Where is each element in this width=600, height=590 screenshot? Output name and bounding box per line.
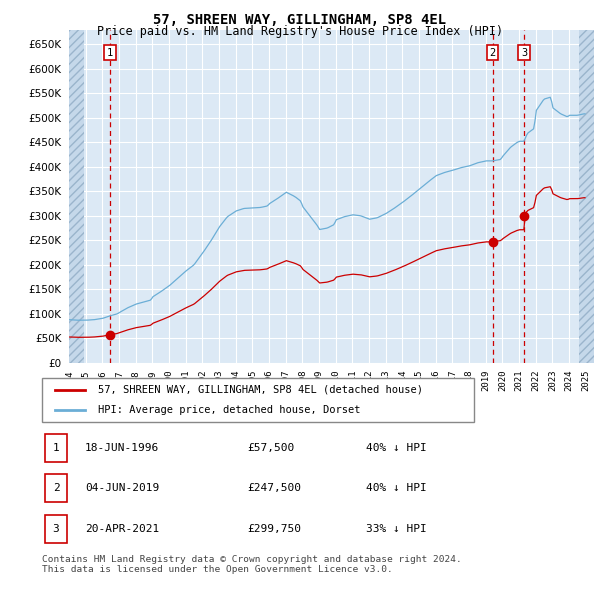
Text: 20-APR-2021: 20-APR-2021 [85,524,160,534]
Text: Contains HM Land Registry data © Crown copyright and database right 2024.
This d: Contains HM Land Registry data © Crown c… [42,555,462,574]
FancyBboxPatch shape [42,378,474,422]
Text: 1: 1 [53,442,59,453]
Text: 40% ↓ HPI: 40% ↓ HPI [366,483,427,493]
Bar [578,30,594,363]
Text: £299,750: £299,750 [247,524,301,534]
Text: 1: 1 [107,48,113,58]
Text: 57, SHREEN WAY, GILLINGHAM, SP8 4EL (detached house): 57, SHREEN WAY, GILLINGHAM, SP8 4EL (det… [98,385,423,395]
Text: HPI: Average price, detached house, Dorset: HPI: Average price, detached house, Dors… [98,405,361,415]
Text: 18-JUN-1996: 18-JUN-1996 [85,442,160,453]
Bar [69,30,85,363]
Text: £57,500: £57,500 [247,442,295,453]
Bar [69,30,85,363]
Text: 04-JUN-2019: 04-JUN-2019 [85,483,160,493]
Text: £247,500: £247,500 [247,483,301,493]
Bar [578,30,594,363]
Text: 3: 3 [521,48,527,58]
Text: 2: 2 [490,48,496,58]
Text: 2: 2 [53,483,59,493]
Text: 40% ↓ HPI: 40% ↓ HPI [366,442,427,453]
Text: 3: 3 [53,524,59,534]
Text: 33% ↓ HPI: 33% ↓ HPI [366,524,427,534]
Bar [45,515,67,543]
Text: 57, SHREEN WAY, GILLINGHAM, SP8 4EL: 57, SHREEN WAY, GILLINGHAM, SP8 4EL [154,13,446,27]
Bar [45,434,67,461]
Bar [45,474,67,502]
Text: Price paid vs. HM Land Registry's House Price Index (HPI): Price paid vs. HM Land Registry's House … [97,25,503,38]
